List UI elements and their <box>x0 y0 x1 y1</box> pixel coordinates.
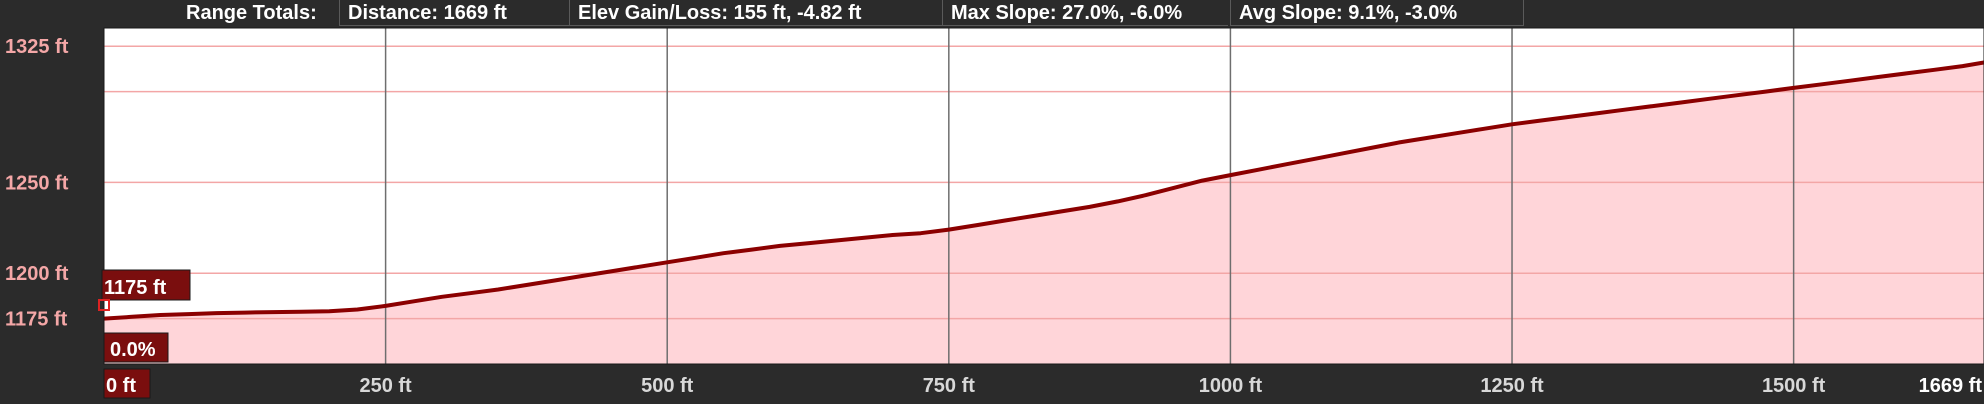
elevation-line <box>103 60 1984 321</box>
x-tick-label: 1669 ft <box>1919 375 1983 397</box>
x-axis-ticks: 250 ft 500 ft 750 ft 1000 ft 1250 ft 1500 ft 1… <box>359 375 1982 397</box>
cursor-marker[interactable] <box>98 299 110 311</box>
avg-slope: Avg Slope: 9.1%, -3.0% <box>1230 0 1524 26</box>
cursor-distance-label: 0 ft <box>106 375 136 397</box>
cursor-elevation-box <box>101 269 191 301</box>
range-totals-bar: Range Totals: Distance: 1669 ft Elev Gai… <box>0 0 1984 28</box>
vertical-gridlines <box>384 28 1795 364</box>
horizontal-gridlines <box>104 45 1984 320</box>
plot-border <box>103 27 1984 365</box>
x-tick-label: 750 ft <box>923 375 976 397</box>
x-tick-label: 1500 ft <box>1762 375 1826 397</box>
y-tick-label: 1325 ft <box>5 36 69 58</box>
x-tick-label: 1000 ft <box>1199 375 1263 397</box>
elevation-area-fill <box>104 62 1984 364</box>
x-tick-label: 250 ft <box>359 375 412 397</box>
cursor-slope-label: 0.0% <box>110 339 156 361</box>
cursor-distance-readout: 0 ft <box>103 368 151 399</box>
max-slope: Max Slope: 27.0%, -6.0% <box>942 0 1228 26</box>
y-axis-ticks: 1175 ft 1200 ft 1250 ft 1325 ft <box>5 36 69 330</box>
cursor-slope-readout: 0.0% <box>103 332 169 363</box>
cursor-elevation-readout: 1175 ft <box>101 269 191 301</box>
distance-total: Distance: 1669 ft <box>339 0 571 26</box>
x-tick-label: 500 ft <box>641 375 694 397</box>
cursor-distance-box <box>103 368 151 399</box>
x-tick-label: 1250 ft <box>1480 375 1544 397</box>
y-tick-label: 1200 ft <box>5 263 69 285</box>
elevation-gain-loss: Elev Gain/Loss: 155 ft, -4.82 ft <box>569 0 944 26</box>
cursor-slope-box <box>103 332 169 363</box>
y-tick-label: 1250 ft <box>5 172 69 194</box>
cursor-elevation-label: 1175 ft <box>104 277 167 299</box>
range-totals-label: Range Totals: <box>186 2 317 24</box>
y-tick-label: 1175 ft <box>5 309 68 331</box>
